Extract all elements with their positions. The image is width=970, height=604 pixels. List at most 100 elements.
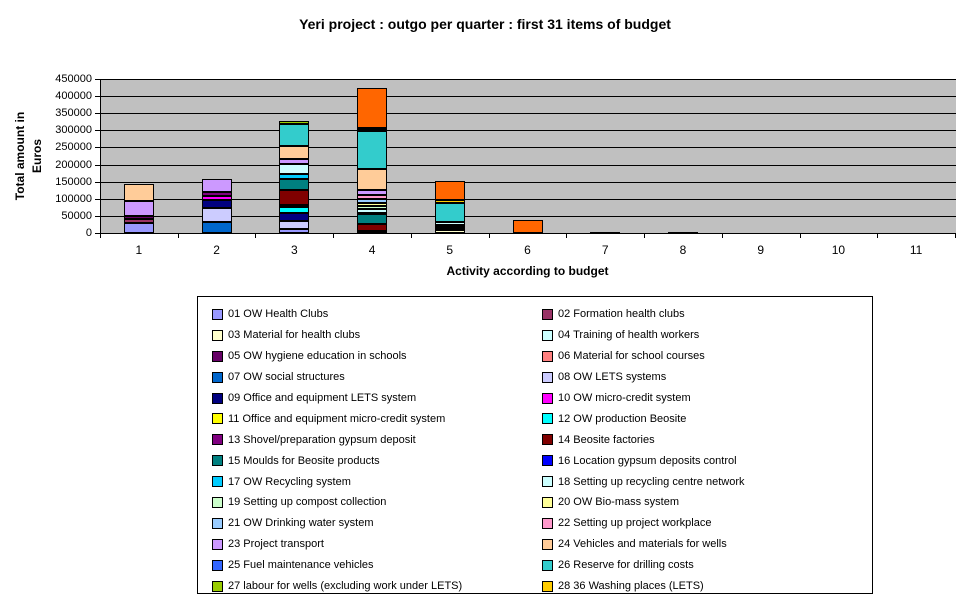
legend-item-20: 20 OW Bio-mass system xyxy=(542,492,868,513)
bar-segment-series-29 xyxy=(512,219,543,233)
bar-segment-series-5 xyxy=(123,215,154,220)
legend-item-12: 12 OW production Beosite xyxy=(542,408,868,429)
legend-item-8: 08 OW LETS systems xyxy=(542,367,868,388)
y-tick-label: 400000 xyxy=(55,90,92,103)
legend-item-11: 11 Office and equipment micro-credit sys… xyxy=(212,408,542,429)
y-tick-label: 100000 xyxy=(55,192,92,205)
y-tick-mark xyxy=(95,96,100,98)
legend-item-22: 22 Setting up project workplace xyxy=(542,513,868,534)
x-tick-mark xyxy=(177,234,179,238)
legend-label: 10 OW micro-credit system xyxy=(558,392,691,404)
bar-segment-series-23 xyxy=(123,201,154,216)
bar-segment-series-14 xyxy=(357,223,388,232)
legend-label: 04 Training of health workers xyxy=(558,329,700,342)
bar-segment-series-10 xyxy=(201,196,232,201)
legend-label: 24 Vehicles and materials for wells xyxy=(558,538,727,551)
x-tick-label: 11 xyxy=(909,243,923,257)
bar-segment-series-28 xyxy=(434,200,465,203)
legend-label: 07 OW social structures xyxy=(228,371,345,384)
bar-segment-series-12 xyxy=(357,231,388,234)
bar-segment-series-13 xyxy=(279,204,310,207)
bar-segment-series-12 xyxy=(279,206,310,214)
bar-segment-series-1 xyxy=(279,229,310,233)
legend-label: 14 Beosite factories xyxy=(558,433,655,446)
legend-swatch-icon xyxy=(212,392,223,404)
legend-swatch-icon xyxy=(212,496,223,508)
bar-segment-series-7 xyxy=(201,221,232,233)
y-tick-mark xyxy=(95,164,100,166)
legend-swatch-icon xyxy=(542,371,553,383)
legend-swatch-icon xyxy=(212,308,223,320)
bar-segment-series-29 xyxy=(357,88,388,128)
legend-label: 13 Shovel/preparation gypsum deposit xyxy=(228,433,416,446)
legend-label: 15 Moulds for Beosite products xyxy=(228,454,380,467)
legend-item-26: 26 Reserve for drilling costs xyxy=(542,555,868,576)
bar-segment-series-26 xyxy=(279,124,310,147)
bar-segment-series-18 xyxy=(434,221,465,226)
x-tick-mark xyxy=(644,234,646,238)
bar-segment-series-8 xyxy=(279,221,310,230)
x-axis-title: Activity according to budget xyxy=(446,264,609,278)
legend-swatch-icon xyxy=(542,455,553,467)
legend-item-14: 14 Beosite factories xyxy=(542,429,868,450)
legend-item-24: 24 Vehicles and materials for wells xyxy=(542,534,868,555)
x-tick-mark xyxy=(488,234,490,238)
legend-item-4: 04 Training of health workers xyxy=(542,325,868,346)
y-tick-mark xyxy=(95,181,100,183)
legend-swatch-icon xyxy=(212,413,223,425)
legend-swatch-icon xyxy=(212,455,223,467)
legend-label: 20 OW Bio-mass system xyxy=(558,496,680,509)
x-tick-label: 7 xyxy=(601,243,609,257)
legend-label: 12 OW production Beosite xyxy=(558,412,687,425)
bar-segment-series-24 xyxy=(123,184,154,202)
x-tick-label: 9 xyxy=(757,243,765,257)
legend-label: 25 Fuel maintenance vehicles xyxy=(228,559,374,572)
legend-swatch-icon xyxy=(212,580,223,592)
legend-swatch-icon xyxy=(212,371,223,383)
gridline xyxy=(101,147,956,149)
legend-label: 26 Reserve for drilling costs xyxy=(558,559,694,572)
legend-item-13: 13 Shovel/preparation gypsum deposit xyxy=(212,429,542,450)
bar-segment-series-18 xyxy=(279,163,310,174)
legend-item-17: 17 OW Recycling system xyxy=(212,471,542,492)
bar-segment-series-20 xyxy=(357,202,388,206)
bar-segment-series-28 xyxy=(357,127,388,130)
x-tick-label: 1 xyxy=(135,243,143,257)
legend-label: 23 Project transport xyxy=(228,538,324,551)
bar-segment-series-21 xyxy=(357,198,388,203)
legend-swatch-icon xyxy=(212,538,223,550)
y-tick-label: 0 xyxy=(85,227,92,239)
bar-segment-series-9 xyxy=(590,231,621,234)
bar-segment-series-13 xyxy=(201,191,232,197)
gridline xyxy=(101,79,956,80)
bar-segment-series-26 xyxy=(434,202,465,222)
bar-segment-series-19 xyxy=(357,205,388,210)
chart-legend: 01 OW Health Clubs 02 Formation health cl… xyxy=(197,296,873,594)
legend-label: 17 OW Recycling system xyxy=(228,475,351,488)
legend-item-23: 23 Project transport xyxy=(212,534,542,555)
legend-item-9: 09 Office and equipment LETS system xyxy=(212,388,542,409)
x-tick-label: 6 xyxy=(524,243,531,257)
y-tick-label: 50000 xyxy=(61,209,92,222)
legend-swatch-icon xyxy=(212,434,223,446)
x-tick-mark xyxy=(877,234,879,238)
x-tick-label: 5 xyxy=(446,243,454,257)
legend-swatch-icon xyxy=(212,476,223,488)
x-tick-mark xyxy=(410,234,412,238)
y-tick-mark xyxy=(95,113,100,115)
legend-label: 28 36 Washing places (LETS) xyxy=(558,580,704,593)
legend-swatch-icon xyxy=(212,559,223,571)
y-tick-label: 350000 xyxy=(55,107,92,120)
x-tick-label: 2 xyxy=(213,243,220,257)
legend-item-28: 28 36 Washing places (LETS) xyxy=(542,576,868,597)
bar-segment-series-18 xyxy=(357,209,388,213)
x-tick-mark xyxy=(799,234,801,238)
gridline xyxy=(101,198,956,200)
legend-item-15: 15 Moulds for Beosite products xyxy=(212,450,542,471)
bar-segment-series-3 xyxy=(434,230,465,233)
legend-swatch-icon xyxy=(542,413,553,425)
legend-label: 18 Setting up recycling centre network xyxy=(558,475,745,488)
bar-segment-series-23 xyxy=(201,178,232,192)
bar-segment-series-14 xyxy=(279,189,310,205)
